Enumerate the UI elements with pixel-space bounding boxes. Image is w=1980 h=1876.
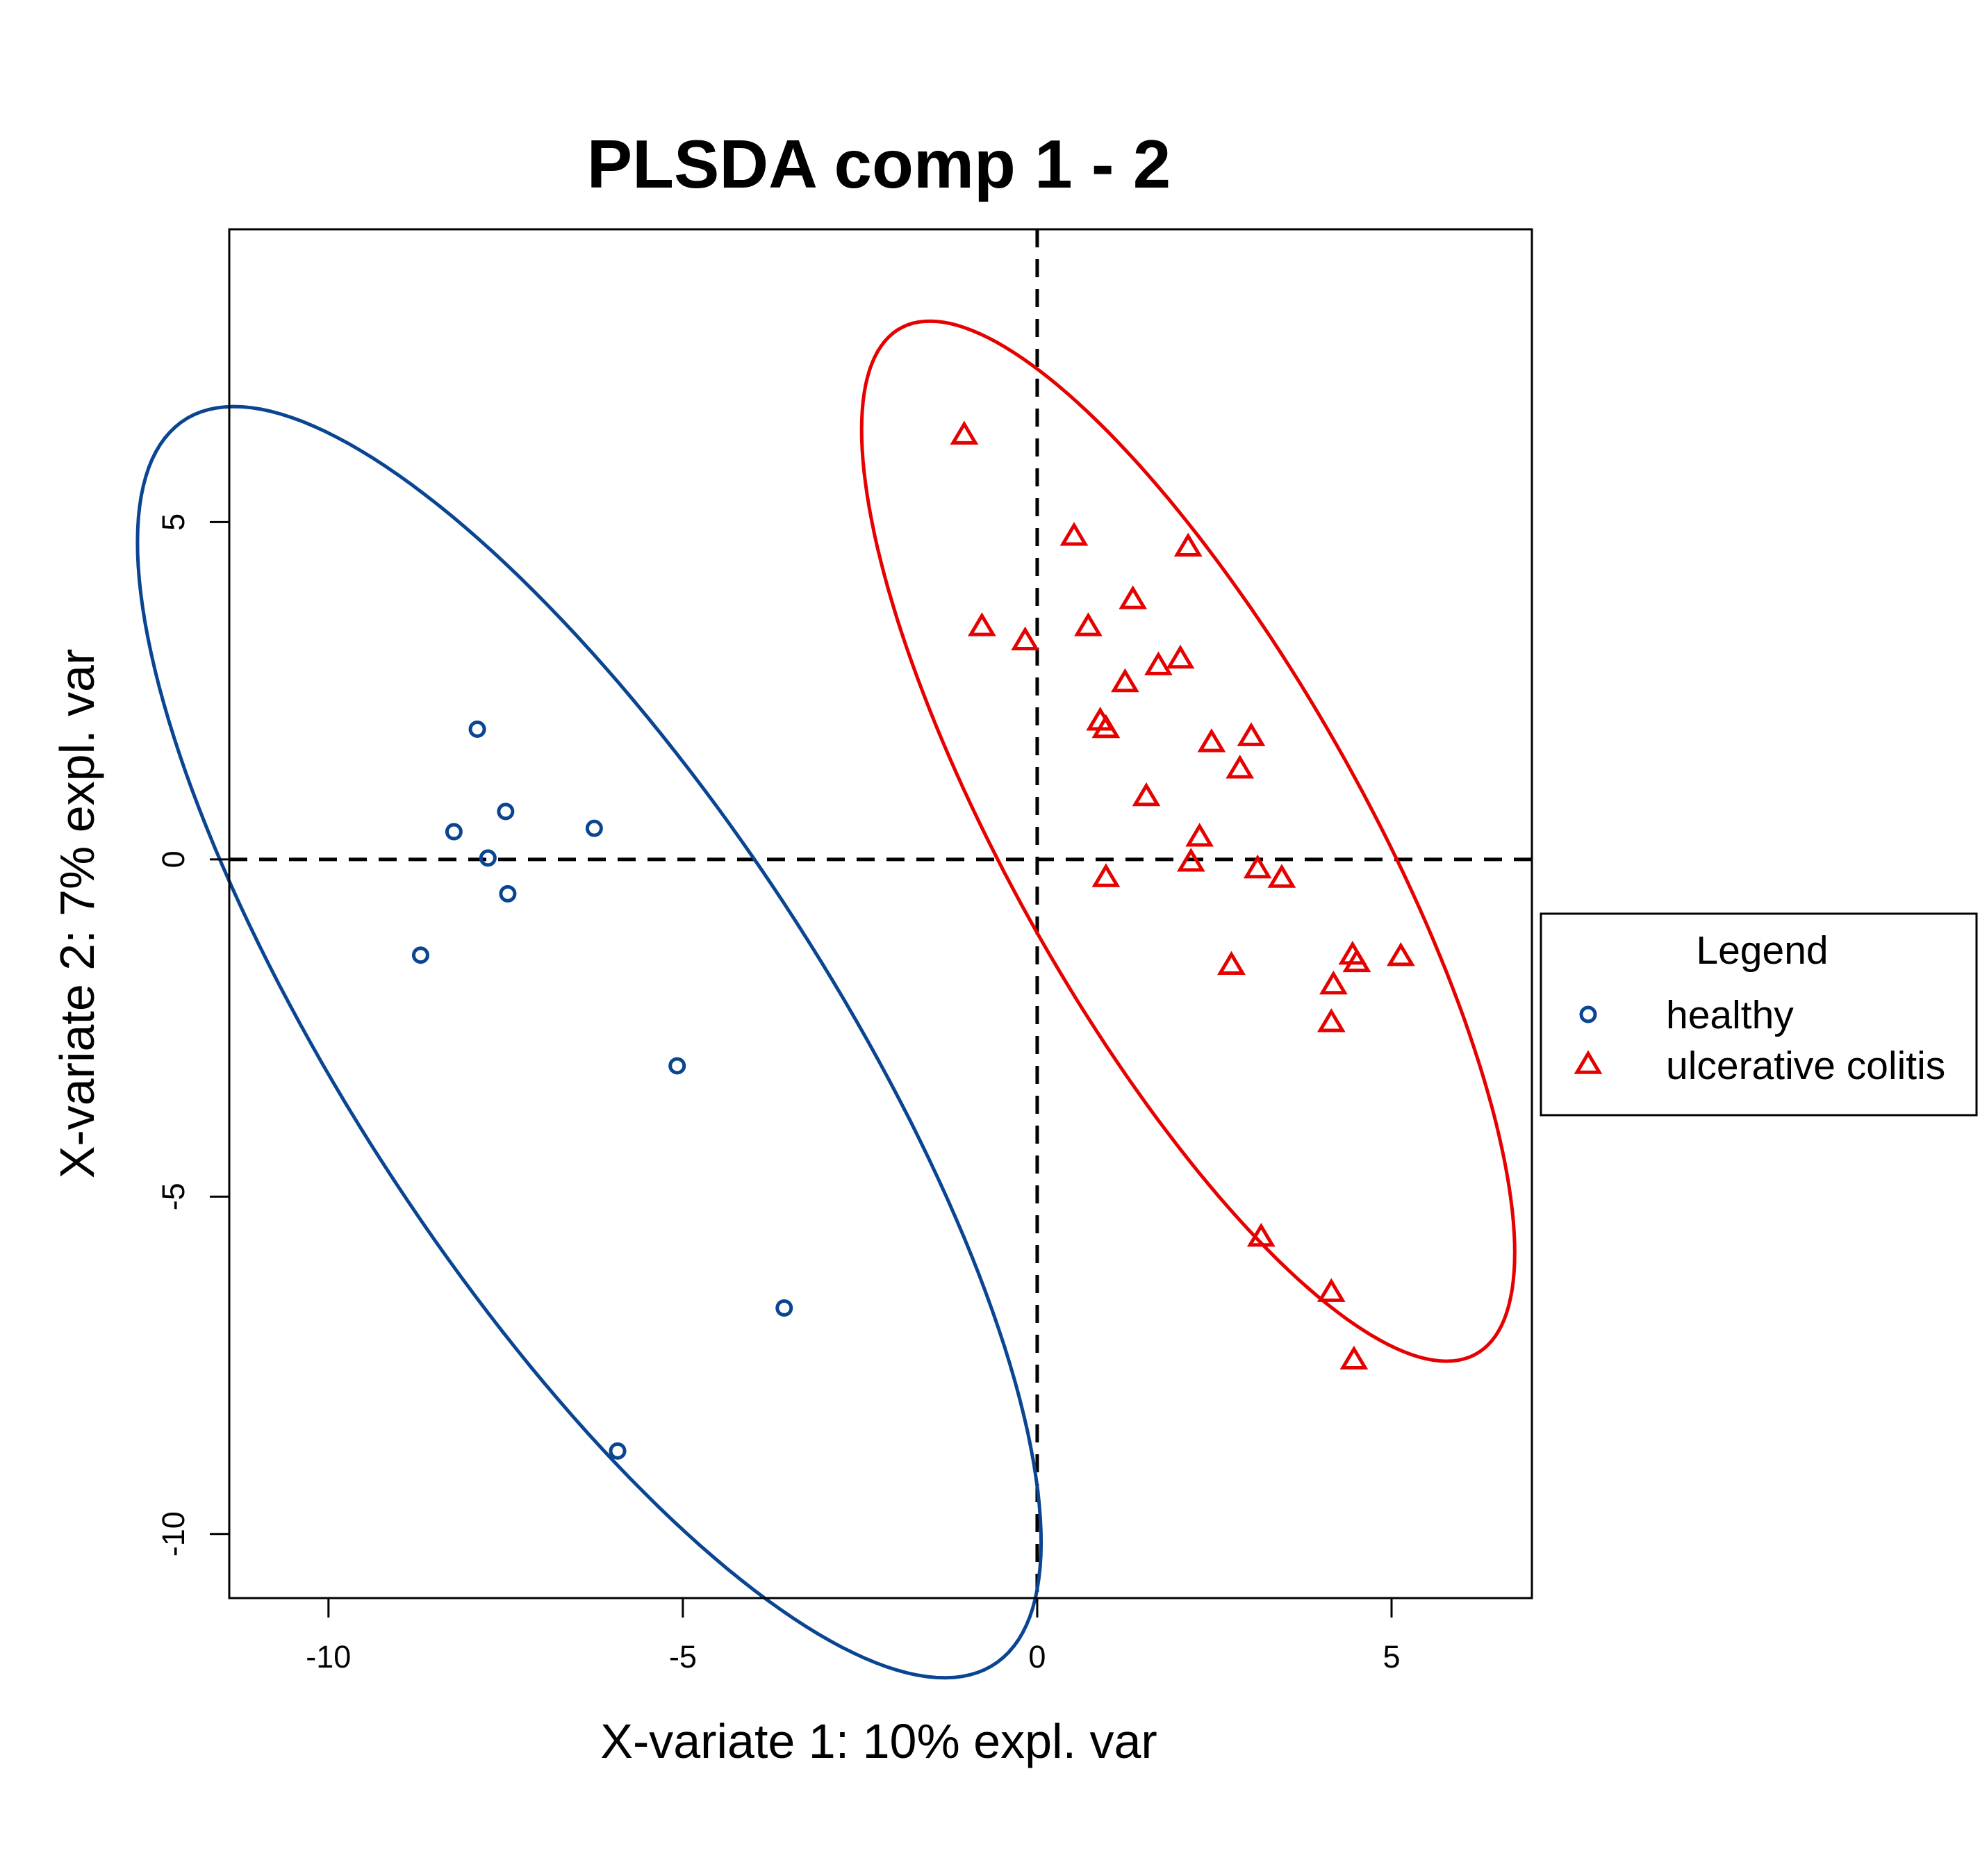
y-axis-label: X-variate 2: 7% expl. var	[50, 649, 104, 1179]
ulcerative-colitis-point	[1226, 755, 1255, 779]
legend-entry-label: healthy	[1666, 993, 1794, 1037]
healthy-point	[775, 1299, 793, 1317]
legend: Legend healthy ulcerative colitis	[1540, 912, 1978, 1117]
ulcerative-colitis-point	[1091, 714, 1121, 739]
ulcerative-colitis-point	[1132, 782, 1161, 807]
legend-healthy-marker	[1579, 1005, 1597, 1023]
ulcerative-colitis-point	[1059, 522, 1089, 546]
ulcerative-colitis-point	[1011, 626, 1039, 650]
ulcerative-colitis-point	[1119, 585, 1148, 609]
ulcerative-colitis-point	[1217, 951, 1246, 975]
confidence-ellipse-healthy	[135, 404, 1043, 1680]
x-axis-label: X-variate 1: 10% expl. var	[600, 1714, 1157, 1768]
plot-area: -10 -5 0 5 -10 -5 0 5	[135, 228, 1533, 1680]
healthy-point	[497, 803, 515, 821]
healthy-point	[668, 1057, 686, 1075]
ulcerative-colitis-point	[1176, 848, 1205, 872]
ulcerative-colitis-point	[968, 612, 996, 636]
x-tick-label: -10	[306, 1639, 351, 1675]
x-tick-label: 5	[1383, 1639, 1400, 1675]
ulcerative-colitis-point	[1166, 644, 1195, 669]
chart-title: PLSDA comp 1 - 2	[587, 126, 1171, 202]
y-tick-label: -10	[156, 1511, 191, 1556]
ulcerative-colitis-point	[1237, 722, 1266, 746]
ulcerative-colitis-point	[1319, 970, 1348, 995]
x-tick-label: 0	[1028, 1639, 1046, 1675]
ulcerative-colitis-point	[1267, 864, 1296, 888]
ulcerative-colitis-point	[1339, 1345, 1369, 1369]
healthy-point	[411, 946, 429, 964]
ulcerative-colitis-point	[1317, 1008, 1346, 1032]
ulcerative-colitis-point	[1111, 668, 1139, 693]
ulcerative-colitis-point	[1185, 823, 1214, 847]
ulcerative-colitis-point	[1074, 612, 1103, 636]
ulcerative-colitis-point	[1386, 941, 1415, 966]
plot-frame	[228, 228, 1533, 1599]
legend-ulcerative-colitis-marker	[1574, 1050, 1603, 1074]
ulcerative-colitis-point	[1173, 532, 1203, 557]
healthy-point	[499, 884, 517, 903]
legend-entry-label: ulcerative colitis	[1666, 1044, 1945, 1088]
healthy-point	[585, 819, 603, 837]
ulcerative-colitis-point	[1317, 1278, 1346, 1302]
y-tick-label: 0	[156, 850, 191, 868]
healthy-point	[468, 720, 486, 738]
ulcerative-colitis-point	[950, 420, 979, 445]
legend-box	[1540, 912, 1978, 1117]
y-tick-label: 5	[156, 513, 191, 531]
ulcerative-colitis-point	[1197, 728, 1226, 752]
healthy-point	[445, 823, 463, 841]
ulcerative-colitis-point	[1243, 854, 1272, 879]
ulcerative-colitis-point	[1246, 1222, 1276, 1247]
healthy-point	[609, 1442, 627, 1460]
ulcerative-colitis-point	[1091, 863, 1121, 887]
legend-title: Legend	[1696, 928, 1828, 973]
ulcerative-colitis-point	[1144, 651, 1173, 675]
x-tick-label: -5	[669, 1639, 697, 1675]
confidence-ellipse-ulcerative-colitis	[859, 319, 1517, 1363]
healthy-point	[479, 849, 497, 867]
ulcerative-colitis-point	[1342, 948, 1371, 973]
y-tick-label: -5	[156, 1183, 191, 1210]
